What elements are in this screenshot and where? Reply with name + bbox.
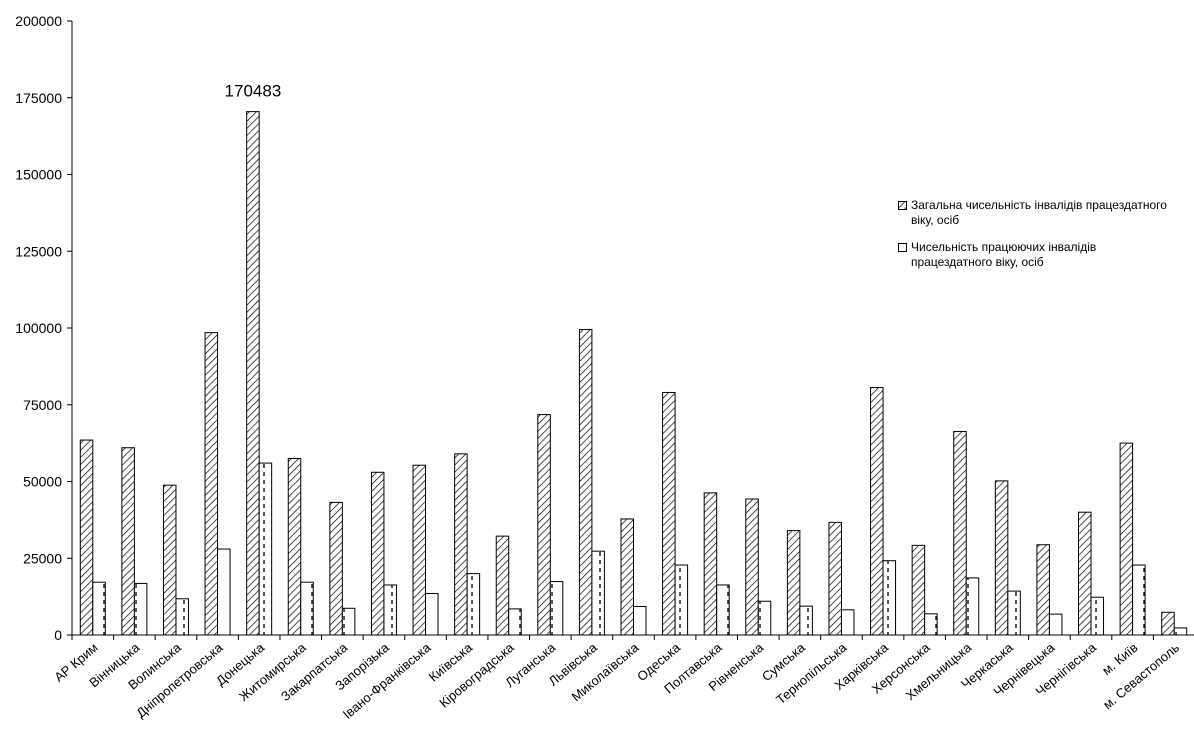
legend-label-total: Загальна чисельність інвалідів працездат… [911, 198, 1167, 227]
legend-label-working: Чисельність працюючих інвалідів працезда… [911, 240, 1097, 269]
bar-working [508, 608, 522, 636]
bar-working [716, 584, 730, 636]
y-tick-label: 75000 [23, 397, 62, 413]
bar-working [1132, 564, 1146, 636]
bar-working [633, 605, 647, 636]
bar-total [454, 453, 468, 636]
bar-working [840, 609, 855, 636]
bar-total [79, 439, 94, 636]
y-tick-label: 0 [54, 627, 62, 643]
legend: Загальна чисельність інвалідів працездат… [898, 198, 1178, 282]
bar-total [828, 521, 842, 636]
x-category-label: м. Севастополь [1100, 640, 1182, 712]
bar-working [341, 607, 356, 636]
bar-working [383, 584, 397, 636]
bar-total [537, 414, 551, 636]
bar-total [1119, 442, 1134, 636]
bar-total [329, 501, 343, 636]
x-category-label: Тернопільська [773, 639, 850, 707]
bar-working [882, 560, 897, 636]
legend-item-working: Чисельність працюючих інвалідів працезда… [898, 240, 1178, 270]
y-tick-label: 100000 [15, 320, 62, 336]
bar-total [870, 387, 884, 636]
bar-working [549, 581, 564, 636]
y-tick-label: 175000 [15, 90, 62, 106]
bar-total [745, 498, 759, 636]
y-tick-label: 125000 [15, 243, 62, 259]
bar-working [674, 564, 689, 636]
bar-total [495, 535, 510, 636]
bar-total [911, 544, 926, 636]
bar-total [412, 464, 427, 636]
bar-working [591, 550, 605, 636]
bar-total [162, 484, 177, 636]
bar-total [703, 492, 718, 636]
axes-layer [67, 20, 1194, 640]
bar-total [578, 329, 593, 636]
bar-working [133, 582, 148, 636]
bar-working [92, 581, 106, 636]
bar-total [1161, 611, 1175, 636]
bar-working [1090, 596, 1105, 636]
bar-total [121, 447, 135, 636]
bar-working [799, 605, 813, 636]
bar-total [786, 530, 801, 636]
bar-working [425, 593, 439, 636]
bar-working [965, 577, 980, 636]
legend-item-total: Загальна чисельність інвалідів працездат… [898, 198, 1178, 228]
bar-total [620, 518, 634, 636]
bar-working [924, 613, 938, 636]
bar-working [1173, 627, 1188, 636]
bar-working [217, 548, 231, 636]
bar-working [757, 600, 772, 636]
y-tick-label: 50000 [23, 474, 62, 490]
bar-working [300, 581, 314, 636]
y-tick-label: 25000 [23, 550, 62, 566]
y-tick-label: 200000 [15, 13, 62, 29]
bar-total [1036, 544, 1050, 636]
y-tick-label: 150000 [15, 167, 62, 183]
bar-working [175, 598, 189, 636]
bars-layer [79, 111, 1188, 636]
bar-total [953, 430, 967, 636]
data-label: 170483 [225, 82, 282, 101]
bar-working [258, 462, 273, 636]
bar-total [287, 457, 302, 636]
bar-total [994, 480, 1009, 636]
bar-total [204, 332, 219, 636]
legend-swatch-hatch [898, 201, 907, 210]
bar-total [662, 391, 676, 636]
legend-swatch-dash [898, 243, 907, 252]
bar-total [1078, 511, 1092, 636]
bar-working [466, 573, 481, 636]
bar-working [1048, 613, 1063, 636]
bar-total [370, 471, 385, 636]
x-category-label: Кіровоградська [436, 639, 517, 710]
bar-working [1007, 590, 1021, 636]
bar-total [246, 111, 260, 636]
